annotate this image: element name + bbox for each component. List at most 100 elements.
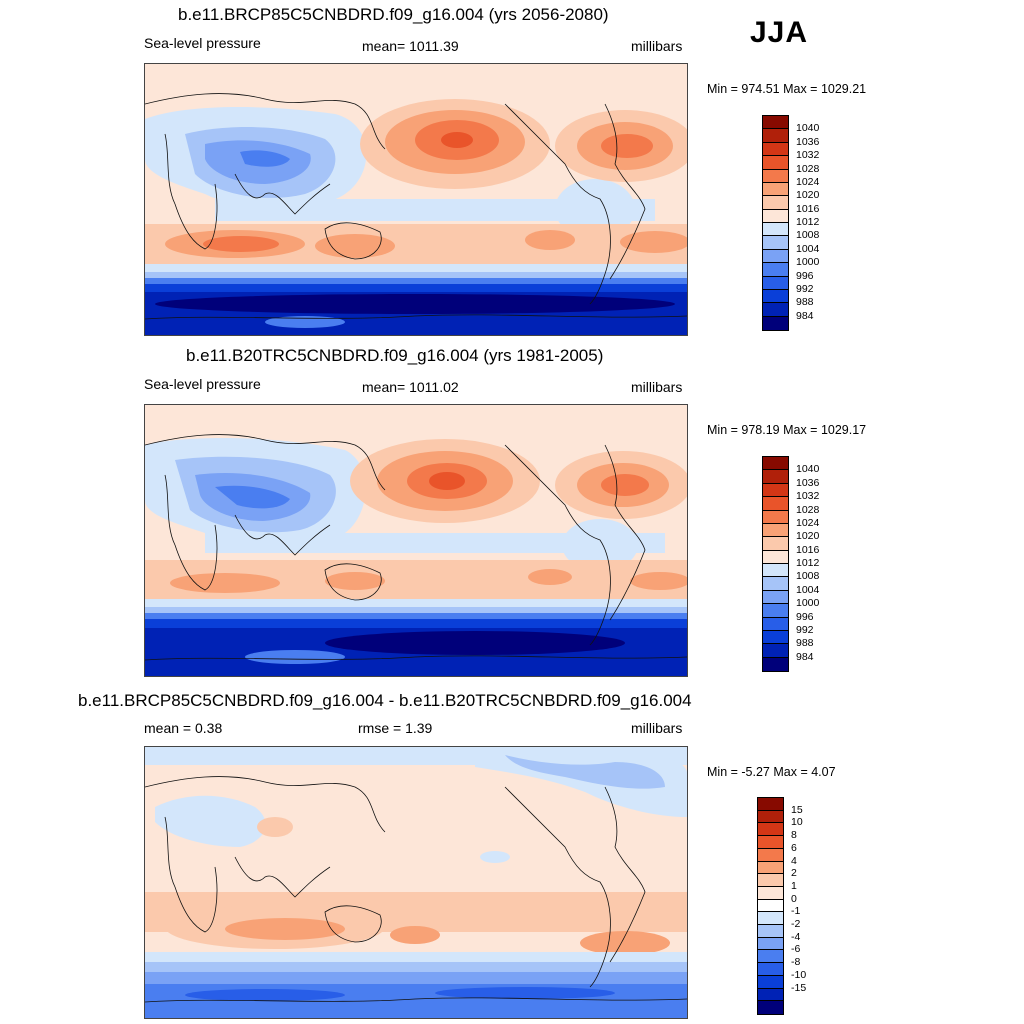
colorbar-swatch [763,604,788,618]
coast-eurasia-north [145,93,386,150]
colorbar-swatch [763,657,788,671]
colorbar-swatch [758,975,783,989]
colorbar-label: 2 [791,867,797,880]
australia-high [325,572,385,590]
slp-map [144,63,688,336]
colorbar-swatch [763,196,788,210]
so-neg-1 [145,952,687,962]
slp-map-svg [145,405,687,676]
colorbar [762,115,789,331]
minmax-label: Min = 974.51 Max = 1029.21 [707,82,867,96]
colorbar-swatch [763,289,788,304]
colorbar-label: 1020 [796,530,820,543]
minmax-label: Min = 978.19 Max = 1029.17 [707,423,867,437]
so-1012 [145,599,687,607]
diff-mean-label: mean = 0.38 [144,720,223,736]
colorbar-label: 1020 [796,189,820,202]
colorbar-swatch [763,316,788,330]
north-pacific-high-core [441,132,473,148]
so-neg-core-1 [185,989,345,1001]
colorbar-swatch [758,925,783,938]
south-atlantic-high [620,231,687,253]
coast-americas-west [504,103,611,305]
colorbar-swatch [763,156,788,170]
colorbar-label: -6 [791,943,801,956]
colorbar-swatch [763,169,788,183]
south-pacific-high [528,569,572,585]
colorbar-swatch [763,630,788,645]
north-atlantic-negative-core [505,755,665,789]
colorbar-label: 1032 [796,149,820,162]
colorbar-label: 1000 [796,256,820,269]
colorbar-label: 6 [791,841,797,854]
colorbar-label: 1036 [796,476,820,489]
colorbar-label: 996 [796,610,814,623]
colorbar-swatch [763,617,788,631]
colorbar-label: 1032 [796,490,820,503]
diff-map-svg [145,747,687,1018]
so-neg-4 [145,972,687,984]
equatorial-negative [480,851,510,863]
colorbar-swatch [758,899,783,913]
colorbar-label: 1000 [796,597,820,610]
coast-antarctica [145,997,687,1003]
colorbar-label: 1024 [796,175,820,188]
so-988 [145,619,687,628]
colorbar-swatch [763,470,788,484]
colorbar-swatch [758,963,783,976]
colorbar-label: 10 [791,816,803,829]
colorbar-label: 1040 [796,463,820,476]
colorbar-label: 992 [796,623,814,636]
coast-antarctica [145,655,687,661]
south-indian-high-core [203,236,279,252]
colorbar-label: 1 [791,879,797,892]
colorbar-label: -15 [791,981,807,994]
coast-australia [324,222,382,260]
colorbar-swatch [763,644,788,658]
slp-map [144,404,688,677]
colorbar-swatch [758,861,783,875]
colorbar-label: 1004 [796,242,820,255]
coast-africa [164,816,218,933]
colorbar-swatch [763,510,788,524]
colorbar-label: 996 [796,269,814,282]
colorbar-swatch [763,249,788,264]
colorbar-swatch [763,182,788,197]
colorbar-label: -2 [791,918,801,931]
colorbar-swatch [763,590,788,605]
colorbar-label: 984 [796,309,814,322]
colorbar-label: 1008 [796,570,820,583]
asian-low-center [240,150,290,167]
coast-americas-east [604,444,646,621]
north-pacific-high-core [429,472,465,490]
colorbar-swatch [763,116,788,130]
indian-positive-core [225,918,345,940]
colorbar-swatch [763,457,788,471]
colorbar-swatch [758,937,783,951]
coastlines [145,776,687,1003]
colorbar-swatch [763,483,788,498]
so-core [325,631,625,655]
coast-eurasia-north [145,776,386,833]
units-label: millibars [631,720,683,736]
so-neg-2 [145,962,687,972]
colorbar-label: 1040 [796,122,820,135]
coast-eurasia-north [145,434,386,491]
colorbar-swatch [763,276,788,290]
mean-label: mean= 1011.39 [362,38,459,54]
colorbar-swatch [763,142,788,157]
azores-high-core [601,474,649,496]
coastlines [145,434,687,661]
colorbar-swatch [758,836,783,849]
coast-south-asia [234,173,331,215]
colorbar-label: 15 [791,803,803,816]
colorbar-label: 0 [791,892,797,905]
colorbar-swatch [758,950,783,964]
colorbar-label: 1036 [796,135,820,148]
colorbar-label: 1012 [796,557,820,569]
colorbar-label: 984 [796,650,814,663]
europe-negative [155,795,266,847]
coast-africa [164,474,218,591]
season-label: JJA [750,16,809,49]
colorbar-swatch [758,823,783,837]
